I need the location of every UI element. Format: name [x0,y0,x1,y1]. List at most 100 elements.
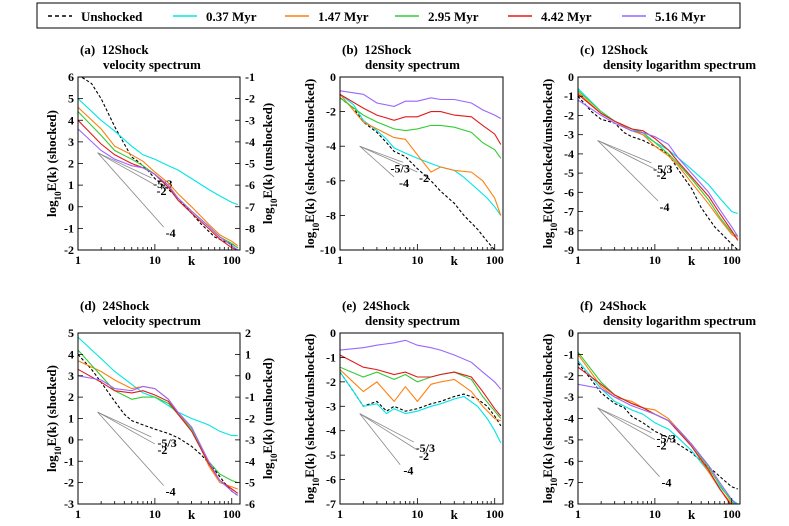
y-tick-label: -1 [564,89,574,103]
series-line-unshocked [78,354,239,496]
y-tick-label: -4 [326,139,336,153]
series-line-5-16-myr [78,128,239,250]
series-line-0-37-myr [578,360,739,504]
y-axis-label: log10E(k) (shocked/unshocked) [540,334,559,504]
slope-label: -5/3 [657,432,676,446]
y2-tick-label: -6 [245,178,255,192]
y-tick-label: -2 [64,243,74,257]
plot-frame [77,76,241,251]
x-tick-label: 100 [486,507,504,521]
slope-line [359,145,418,173]
series-line-5-16-myr [578,99,739,237]
series-line-unshocked [80,77,239,249]
y-axis-label: log10E(k) (shocked/unshocked) [302,79,321,249]
y-tick-label: 2 [68,390,74,404]
slope-line [597,140,659,202]
panel-title-line2: velocity spectrum [103,313,201,328]
y-axis-label: log10E(k) (shocked) [44,110,63,217]
x-tick-label: 1 [337,253,343,267]
x-tick-label: 10 [149,253,161,267]
y2-tick-label: -6 [245,497,255,511]
slope-line [97,152,156,186]
y-tick-label: -10 [320,243,336,257]
y-tick-label: -5 [564,166,574,180]
series-line-0-37-myr [78,336,238,437]
y-tick-label: -1 [564,347,574,361]
y2-axis-label: log10E(k) (unshocked) [260,358,279,479]
slope-label: -5/3 [653,162,672,176]
x-axis-label: k [688,507,696,522]
y-tick-label: -6 [326,174,336,188]
plot-frame [77,332,241,505]
y-tick-label: -3 [326,399,336,413]
y2-tick-label: -2 [245,92,255,106]
legend-label: Unshocked [81,9,143,24]
series-line-2-95-myr [340,97,502,159]
panel-title-line2: density logarithm spectrum [603,57,756,72]
y-tick-label: -5 [326,448,336,462]
y-tick-label: 0 [68,433,74,447]
x-tick-label: 10 [649,507,661,521]
y-tick-label: -5 [564,433,574,447]
legend-label: 4.42 Myr [541,9,592,24]
y-tick-label: -1 [326,350,336,364]
slope-label: -2 [157,184,167,198]
y-tick-label: 4 [68,347,74,361]
x-tick-label: 10 [411,507,423,521]
x-tick-label: 100 [723,253,741,267]
series-line-1-47-myr [340,369,502,422]
y-tick-label: 0 [568,70,574,84]
y-tick-label: 1 [68,178,74,192]
panel-title-line2: density spectrum [365,57,460,72]
series-line-4-42-myr [578,93,739,241]
slope-line [359,413,401,465]
slope-label: -5/3 [157,436,176,450]
y2-tick-label: -2 [245,412,255,426]
panel-title: (d) 24Shock [80,298,150,313]
slope-label: -2 [419,449,429,463]
y2-tick-label: -3 [245,433,255,447]
y-tick-label: 0 [68,200,74,214]
panel-title-line2: density spectrum [365,313,460,328]
y2-tick-label: -7 [245,200,255,214]
slope-label: -2 [157,443,167,457]
y-tick-label: -4 [564,412,574,426]
y-tick-label: -2 [564,369,574,383]
y-tick-label: -4 [326,424,336,438]
slope-line [597,140,656,170]
slope-label: -5/3 [391,161,410,175]
legend-label: 0.37 Myr [206,9,257,24]
slope-line [597,407,660,477]
x-tick-label: 100 [723,507,741,521]
y2-tick-label: -3 [245,113,255,127]
y-tick-label: -8 [564,497,574,511]
y-tick-label: -2 [326,375,336,389]
series-line-4-42-myr [78,368,239,494]
y-tick-label: 0 [330,70,336,84]
slope-line [597,407,656,440]
series-line-1-47-myr [340,93,502,216]
panel-title: (b) 12Shock [342,42,412,57]
y-tick-label: -6 [326,473,336,487]
y2-tick-label: 0 [245,369,251,383]
y2-tick-label: -8 [245,221,255,235]
y-tick-label: -2 [564,108,574,122]
y-tick-label: 4 [68,113,74,127]
panel-title: (f) 24Shock [580,298,647,313]
y-tick-label: -3 [564,390,574,404]
y-tick-label: -2 [64,476,74,490]
y-tick-label: 5 [68,92,74,106]
series-line-5-16-myr [578,383,737,504]
y-tick-label: -3 [64,497,74,511]
y-tick-label: 3 [68,369,74,383]
x-tick-label: 100 [223,507,241,521]
panel-title: (a) 12Shock [80,42,149,57]
y-tick-label: -3 [564,128,574,142]
y-tick-label: 0 [330,326,336,340]
slope-label: -4 [399,176,409,190]
slope-line [97,411,156,445]
slope-line [97,411,164,486]
